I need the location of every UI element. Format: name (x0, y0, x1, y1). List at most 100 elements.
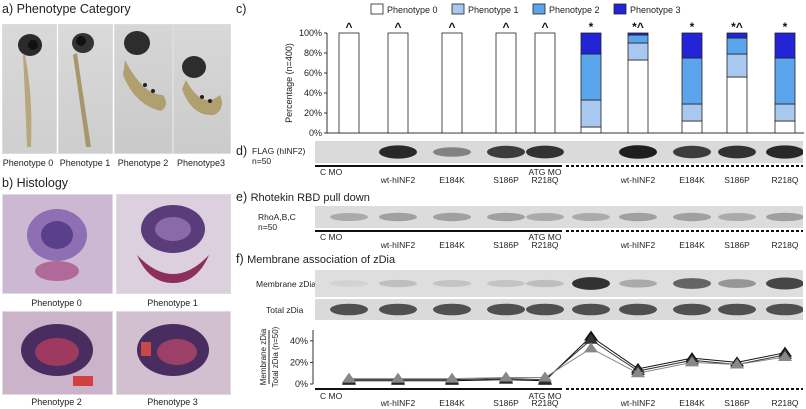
blot-band (673, 303, 711, 316)
panel-f-letter: f) (236, 252, 244, 266)
bar-segment (627, 42, 649, 61)
blot-band (572, 213, 610, 221)
panel-e-title: e) Rhotekin RBD pull down (236, 190, 370, 204)
phenotype-3-image (173, 24, 231, 154)
rhotekin-blot-strip (315, 206, 803, 228)
data-point (778, 351, 792, 361)
histology-2-caption: Phenotype 2 (31, 397, 82, 407)
histology-0-caption: Phenotype 0 (31, 298, 82, 308)
membrane-zdia-blot-strip (315, 270, 803, 297)
blot-band (766, 212, 803, 222)
bar-segment (627, 32, 649, 36)
histology-1-caption: Phenotype 1 (147, 298, 198, 308)
histology-1-image (116, 194, 231, 294)
lane-label: wt-hINF2 (380, 398, 416, 408)
rho-row-label: RhoA,B,C (258, 212, 296, 222)
y-axis-label-bottom: Total zDia (n=50) (271, 326, 280, 387)
flag-n-label: n=50 (252, 156, 272, 166)
legend-swatch (451, 3, 465, 15)
blot-band (572, 277, 610, 290)
bar-segment (627, 59, 649, 134)
phenotype-1-image (58, 24, 113, 154)
phenotype-2-caption: Phenotype 2 (117, 158, 169, 168)
data-point (631, 367, 645, 378)
blot-band (766, 145, 803, 159)
bar-segment (681, 120, 703, 134)
flag-blot-strip (315, 141, 803, 163)
lane-labels-e: C MO ATG MO wt-hINF2 E184K S186P R218Q wt-hINF… (315, 230, 803, 250)
blot-band (619, 279, 657, 288)
atg-group-label: ATG MO (529, 167, 562, 177)
significance-mark: *^ (632, 20, 644, 34)
blot-band (718, 303, 756, 316)
y-tick-label: 100% (299, 28, 322, 38)
data-point (584, 342, 598, 353)
blot-band (718, 145, 756, 159)
panel-d-letter: d) (236, 144, 248, 158)
blot-band (619, 212, 657, 222)
significance-mark: * (690, 20, 695, 34)
blot-band (487, 212, 525, 222)
y-tick-label: 0% (309, 128, 322, 138)
legend-swatch (532, 3, 546, 15)
significance-mark: ^ (541, 20, 548, 34)
lane-label: S186P (493, 240, 519, 250)
histology-2-image (2, 311, 113, 395)
lane-label: R218Q (772, 240, 799, 250)
data-point (730, 358, 744, 369)
blot-band (526, 279, 564, 288)
bar-segment (338, 32, 360, 134)
phenotype-0-image (2, 24, 57, 154)
significance-mark: ^ (448, 20, 455, 34)
control-group-label: C MO (320, 391, 343, 401)
legend-swatch (613, 3, 627, 15)
blot-band (379, 145, 417, 159)
panel-c-letter: c) (236, 2, 247, 16)
bar-segment (580, 32, 602, 55)
legend-label: Phenotype 0 (387, 5, 438, 15)
y-tick-label: 20% (290, 357, 308, 367)
blot-band (718, 213, 756, 221)
y-axis-label-top: Membrane zDia (259, 328, 268, 385)
bar-segment (534, 32, 556, 134)
total-zdia-blot-strip (315, 299, 803, 320)
atg-group-label: ATG MO (529, 232, 562, 242)
lane-label: R218Q (772, 398, 799, 408)
bar-segment (774, 57, 796, 105)
blot-band (433, 147, 471, 157)
y-tick-label: 40% (304, 88, 322, 98)
blot-band (526, 213, 564, 221)
significance-mark: ^ (502, 20, 509, 34)
blot-band (619, 145, 657, 159)
blot-band (673, 278, 711, 289)
bar-segment (580, 53, 602, 101)
phenotype-stacked-bar-chart: 0% 20% 40% 60% 80% 100% Percentage (n=400) ^ ^ ^ ^… (284, 3, 804, 138)
lane-label: wt-hINF2 (620, 398, 656, 408)
series-line (349, 335, 786, 382)
bar-segment (774, 103, 796, 122)
membrane-association-line-chart: 0% 20% 40% Membrane zDia Total zDia (n=50) C … (259, 326, 803, 408)
histology-3-image (116, 311, 231, 395)
phenotype-1-caption: Phenotype 1 (59, 158, 111, 168)
lane-label: R218Q (532, 175, 559, 185)
phenotype-0-caption: Phenotype 0 (2, 158, 54, 168)
lane-label: S186P (724, 398, 750, 408)
panel-e-heading: Rhotekin RBD pull down (250, 192, 370, 204)
blot-band (379, 303, 417, 316)
blot-band (433, 212, 471, 222)
blot-band (487, 303, 525, 316)
blot-band (673, 145, 711, 159)
bar-segment (580, 99, 602, 128)
data-point (391, 372, 405, 383)
lane-label: S186P (493, 175, 519, 185)
lane-label: E184K (679, 175, 705, 185)
blot-band (572, 303, 610, 316)
bar-segment (726, 32, 748, 39)
lane-label: R218Q (532, 398, 559, 408)
panel-f-title: f) Membrane association of zDia (236, 252, 395, 266)
flag-row-label: FLAG (hINF2) (252, 146, 306, 156)
significance-mark: ^ (345, 20, 352, 34)
lane-label: E184K (679, 240, 705, 250)
lane-label: wt-hINF2 (380, 240, 416, 250)
bar-segment (726, 37, 748, 55)
